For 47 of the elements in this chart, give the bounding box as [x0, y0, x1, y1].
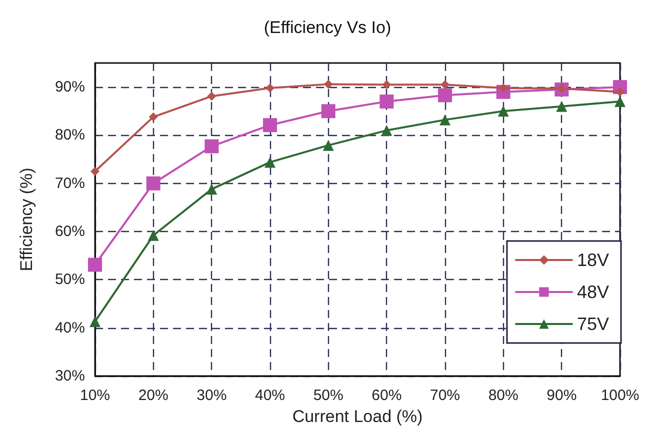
point: [382, 80, 392, 90]
legend-label: 48V: [576, 282, 610, 302]
x-tick-label: 40%: [254, 387, 286, 404]
point: [264, 156, 276, 168]
chart-title: (Efficiency Vs Io): [264, 18, 392, 37]
point: [380, 94, 394, 109]
point: [322, 140, 334, 151]
point: [381, 124, 392, 136]
point: [266, 84, 274, 93]
y-tick-label: 30%: [54, 368, 85, 384]
point: [90, 166, 100, 176]
x-tick-label: 90%: [546, 387, 577, 404]
point: [206, 184, 218, 195]
x-tick-label: 20%: [138, 387, 168, 404]
x-tick-label: 100%: [600, 387, 640, 404]
x-tick-label: 50%: [313, 387, 344, 404]
x-axis-title: Current Load (%): [292, 406, 423, 426]
y-tick-label: 40%: [54, 319, 85, 336]
x-tick-label: 10%: [80, 387, 110, 404]
point: [440, 80, 450, 90]
point: [438, 88, 452, 102]
point: [556, 100, 568, 112]
point: [321, 104, 336, 118]
y-tick-label: 70%: [54, 174, 85, 192]
point: [88, 258, 102, 272]
x-tick-label: 80%: [488, 387, 518, 404]
point: [207, 92, 216, 101]
y-tick-label: 80%: [54, 126, 85, 144]
point: [146, 176, 160, 190]
x-tick-label: 70%: [430, 387, 460, 404]
point: [148, 230, 159, 241]
point: [498, 106, 509, 117]
x-tick-label: 60%: [372, 387, 402, 404]
y-tick-label: 50%: [54, 271, 85, 288]
point: [148, 112, 158, 122]
legend-label: 18V: [576, 250, 610, 270]
point: [324, 80, 333, 89]
y-tick-label: 60%: [54, 223, 85, 240]
x-tick-label: 30%: [196, 387, 227, 404]
point: [614, 96, 626, 108]
legend-label: 75V: [576, 314, 610, 334]
y-axis-title: Efficiency (%): [17, 168, 36, 272]
point: [204, 139, 219, 154]
y-tick-label: 90%: [54, 78, 85, 96]
point: [263, 118, 277, 132]
point: [440, 114, 450, 126]
point: [90, 316, 100, 328]
